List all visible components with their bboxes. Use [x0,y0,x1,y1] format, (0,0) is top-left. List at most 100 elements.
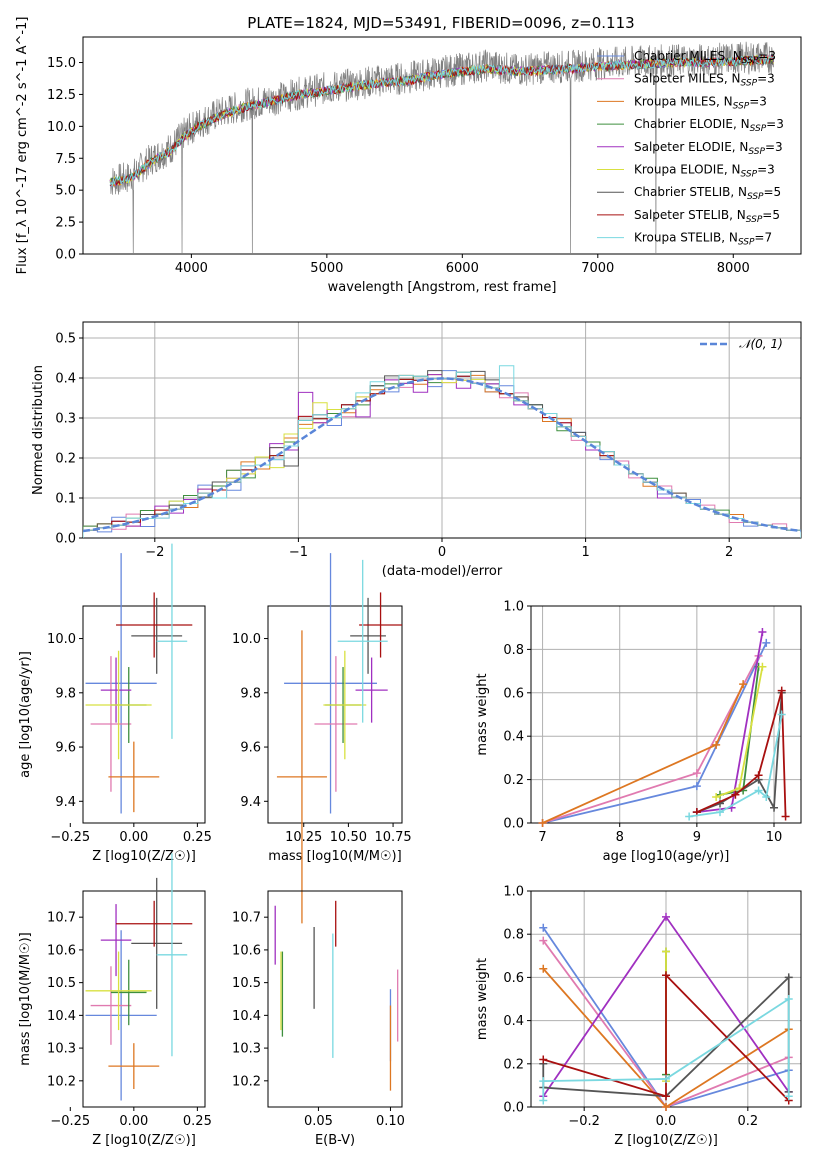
legend-label: Salpeter MILES, NSSP=3 [634,72,775,89]
marker-salpeter_stelib [781,812,790,821]
spectrum-axes: 4000 5000 6000 7000 8000 0.0 2.5 5.0 7.5 10.0 12.5… [15,17,802,295]
marker-chabrier_miles [539,923,548,932]
x-tick-label: −0.2 [568,1114,600,1129]
y-tick-label: 9.8 [240,686,261,701]
y-tick-label: 10.7 [232,911,261,926]
x-tick-label: 1 [581,545,589,560]
age_vs_mass-axes: 10.25 10.50 10.75 9.4 9.6 9.8 10.0 mass [log10(… [232,605,412,864]
y-tick-label: 0.4 [503,1014,524,1029]
spectrum-xlabel: wavelength [Angstrom, rest frame] [328,280,557,295]
marker-kroupa_stelib [539,1077,548,1086]
x-tick-label: 0.00 [119,1114,148,1129]
residuals-xlabel: (data-model)/error [382,564,503,579]
x-tick-label: 8000 [717,261,750,276]
x-tick-label: 0.25 [183,830,212,845]
mass_weight_vs_Z-axes: −0.2 0.0 0.2 0.0 0.2 0.4 0.6 0.8 1.0 Z [log10(Z/Z… [475,885,802,1148]
y-tick-label: 0.8 [503,643,524,658]
x-tick-label: −2 [145,545,164,560]
y-tick-label: 10.0 [47,632,76,647]
age_vs_mass-xlabel: mass [log10(M/M☉)] [268,849,401,864]
marker-kroupa_miles [712,740,721,749]
x-tick-label: 4000 [175,261,208,276]
marker-kroupa_miles [538,819,547,827]
marker-kroupa_stelib [685,812,694,821]
age_vs_Z-xlabel: Z [log10(Z/Z☉)] [92,849,196,864]
y-tick-label: 10.6 [47,943,76,958]
y-tick-label: 0.2 [503,1057,524,1072]
legend-label: Chabrier STELIB, NSSP=5 [634,185,781,202]
y-tick-label: 10.0 [47,120,76,135]
mass_vs_Z-points [85,853,193,1101]
y-tick-label: 0.4 [55,372,76,387]
mass_weight_vs_age-xlabel: age [log10(age/yr)] [603,849,730,864]
x-tick-label: 0.00 [119,830,148,845]
y-tick-label: 2.5 [55,216,76,231]
y-tick-label: 1.0 [503,885,524,900]
legend-label: Salpeter ELODIE, NSSP=3 [634,140,783,157]
legend-label: Kroupa STELIB, NSSP=7 [634,231,772,248]
marker-salpeter_stelib [662,1092,670,1101]
y-tick-label: 0.4 [503,730,524,745]
spectrum-plot [109,41,775,254]
marker-chabrier_stelib [784,973,793,982]
y-tick-label: 10.5 [47,976,76,991]
mass_weight_vs_age-frame [530,605,802,824]
x-tick-label: 7000 [581,261,614,276]
mass_vs_ebv-xlabel: E(B-V) [315,1133,355,1148]
marker-kroupa_elodie [662,947,670,956]
line-salpeter_stelib [543,973,790,1102]
marker-kroupa_miles [662,1103,670,1111]
marker-salpeter_elodie [662,912,670,921]
y-tick-label: 10.5 [232,976,261,991]
residuals-ylabel: Normed distribution [31,365,46,495]
marker-kroupa_stelib [754,786,763,795]
line-kroupa_stelib [689,714,783,818]
y-tick-label: 10.4 [232,1009,261,1024]
mass_vs_ebv-axes: 0.05 0.10 10.2 10.3 10.4 10.5 10.6 10.7 E(B-V) [232,890,405,1148]
marker-chabrier_miles [762,638,771,647]
y-tick-label: 10.0 [232,632,261,647]
marker-kroupa_stelib [784,995,793,1003]
x-tick-label: 2 [725,545,733,560]
x-tick-label: 0.2 [737,1114,758,1129]
x-tick-label: 0 [438,545,446,560]
mass_vs_Z-axes: −0.25 0.00 0.25 10.2 10.3 10.4 10.5 10.6 10.7 Z [… [18,890,212,1148]
spectrum-model-salpeter_stelib [109,55,774,187]
spectrum-ylabel: Flux [f_λ 10^-17 erg cm^-2 s^-1 A^-1] [15,17,30,275]
mass_vs_ebv-frame [267,890,403,1108]
marker-salpeter_stelib [777,686,786,695]
marker-salpeter_elodie [758,628,767,637]
age_vs_Z-axes: −0.25 0.00 0.25 9.4 9.6 9.8 10.0 Z [log10(Z/Z☉)… [18,605,212,864]
marker-salpeter_stelib [662,971,670,980]
mass_vs_Z-frame [82,890,206,1108]
marker-kroupa_stelib [662,1074,670,1083]
mass_vs_Z-xlabel: Z [log10(Z/Z☉)] [92,1133,196,1148]
marker-kroupa_stelib [784,1092,793,1101]
age_vs_mass-points [276,553,402,924]
mass_weight_vs_age-ylabel: mass weight [475,673,490,755]
y-tick-label: 9.8 [55,686,76,701]
x-tick-label: 10.50 [330,830,367,845]
spectrum-frame [82,36,802,255]
marker-salpeter_miles [539,936,548,945]
y-tick-label: 10.2 [232,1074,261,1089]
spectrum-model-kroupa_stelib [109,54,774,188]
x-tick-label: 8 [616,830,624,845]
marker-salpeter_stelib [754,771,763,780]
x-tick-label: 7 [538,830,546,845]
marker-kroupa_stelib [716,808,724,817]
age_vs_Z-frame [82,605,206,824]
y-tick-label: 10.3 [47,1042,76,1057]
marker-kroupa_miles [539,964,548,973]
y-tick-label: 15.0 [47,56,76,71]
legend-label: 𝒩(0, 1) [739,337,783,351]
residuals-legend: 𝒩(0, 1) [700,337,783,351]
y-tick-label: 9.4 [240,795,261,810]
legend-label: Kroupa ELODIE, NSSP=3 [634,163,775,180]
age_vs_Z-points [85,543,193,814]
x-tick-label: −0.25 [50,1114,90,1129]
y-tick-label: 10.3 [232,1042,261,1057]
x-tick-label: −0.25 [50,830,90,845]
y-tick-label: 9.6 [240,741,261,756]
